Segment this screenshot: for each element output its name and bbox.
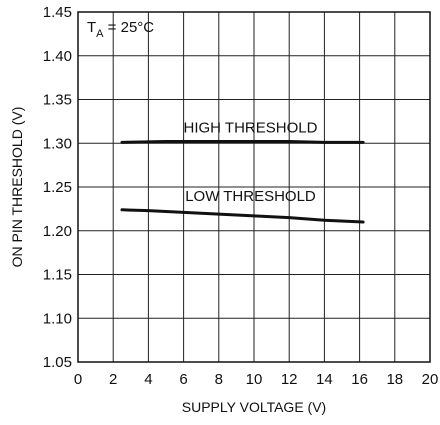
y-tick-label-6: 1.35 xyxy=(43,92,72,109)
x-tick-label-3: 6 xyxy=(179,371,187,388)
y-tick-label-8: 1.45 xyxy=(43,4,72,21)
x-tick-label-1: 2 xyxy=(109,371,117,388)
y-tick-label-2: 1.15 xyxy=(43,267,72,284)
temperature-annotation: TA = 25°C xyxy=(87,19,154,40)
grid xyxy=(78,12,430,362)
y-tick-label-7: 1.40 xyxy=(43,48,72,65)
x-tick-label-8: 16 xyxy=(351,371,368,388)
x-tick-label-0: 0 xyxy=(74,371,82,388)
y-tick-label-5: 1.30 xyxy=(43,135,72,152)
plot-frame xyxy=(77,11,431,363)
y-tick-label-4: 1.25 xyxy=(43,179,72,196)
series-layer: HIGH THRESHOLD LOW THRESHOLD xyxy=(120,120,365,224)
y-tick-label-1: 1.10 xyxy=(43,310,72,327)
x-tick-label-6: 12 xyxy=(281,371,298,388)
tick-labels: 0 2 4 6 8 10 12 14 16 18 20 1.05 1.10 1.15 1.20 1.25 1.3… xyxy=(43,4,439,388)
x-tick-label-7: 14 xyxy=(316,371,333,388)
low-threshold-curve xyxy=(120,208,365,224)
x-tick-label-5: 10 xyxy=(246,371,263,388)
y-tick-label-3: 1.20 xyxy=(43,223,72,240)
y-tick-label-0: 1.05 xyxy=(43,354,72,371)
low-threshold-label: LOW THRESHOLD xyxy=(185,188,316,205)
high-threshold-label: HIGH THRESHOLD xyxy=(184,120,318,137)
x-tick-label-2: 4 xyxy=(144,371,152,388)
x-tick-label-10: 20 xyxy=(422,371,439,388)
x-tick-label-4: 8 xyxy=(215,371,223,388)
x-tick-label-9: 18 xyxy=(386,371,403,388)
y-axis-label: ON PIN THRESHOLD (V) xyxy=(9,107,25,268)
high-threshold-curve xyxy=(120,140,365,144)
x-axis-label: SUPPLY VOLTAGE (V) xyxy=(182,399,326,415)
